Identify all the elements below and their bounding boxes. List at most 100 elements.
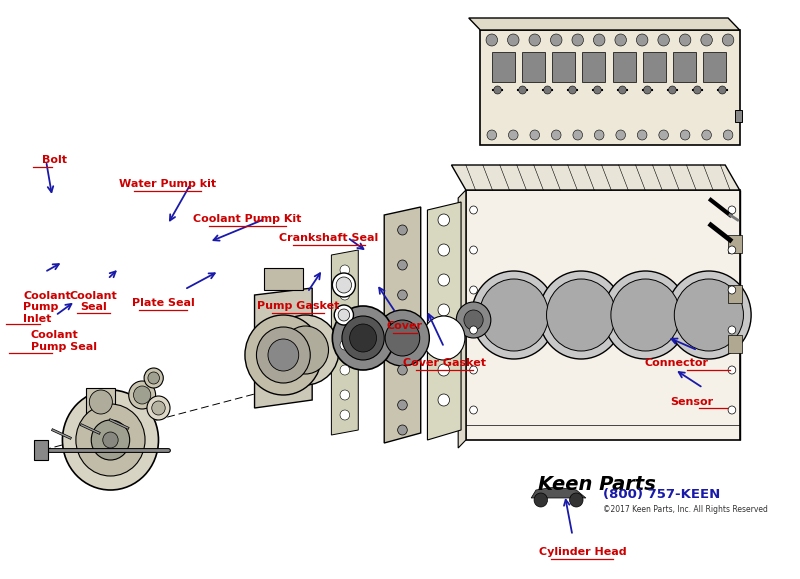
Circle shape bbox=[456, 302, 491, 338]
Circle shape bbox=[722, 34, 734, 46]
Circle shape bbox=[479, 279, 549, 351]
Circle shape bbox=[470, 246, 478, 254]
Circle shape bbox=[643, 86, 651, 94]
FancyBboxPatch shape bbox=[552, 52, 575, 82]
Circle shape bbox=[152, 401, 166, 415]
Circle shape bbox=[342, 316, 384, 360]
Circle shape bbox=[638, 130, 647, 140]
Text: Cover: Cover bbox=[387, 321, 423, 331]
Circle shape bbox=[728, 366, 736, 374]
Circle shape bbox=[546, 279, 616, 351]
Circle shape bbox=[728, 326, 736, 334]
Circle shape bbox=[470, 326, 478, 334]
Circle shape bbox=[398, 290, 407, 300]
Circle shape bbox=[494, 86, 502, 94]
Circle shape bbox=[398, 400, 407, 410]
Circle shape bbox=[350, 324, 377, 352]
Circle shape bbox=[728, 246, 736, 254]
Circle shape bbox=[674, 279, 743, 351]
Circle shape bbox=[332, 306, 394, 370]
Circle shape bbox=[603, 271, 688, 359]
FancyBboxPatch shape bbox=[613, 52, 635, 82]
Circle shape bbox=[594, 86, 602, 94]
Text: Coolant Pump Kit: Coolant Pump Kit bbox=[194, 214, 302, 224]
Circle shape bbox=[487, 130, 497, 140]
Circle shape bbox=[134, 386, 151, 404]
Circle shape bbox=[398, 365, 407, 375]
FancyBboxPatch shape bbox=[735, 110, 742, 122]
FancyBboxPatch shape bbox=[728, 335, 742, 353]
Text: Water Pump kit: Water Pump kit bbox=[119, 179, 216, 189]
Circle shape bbox=[570, 493, 583, 507]
Circle shape bbox=[728, 206, 736, 214]
FancyBboxPatch shape bbox=[673, 52, 696, 82]
Circle shape bbox=[572, 34, 583, 46]
Circle shape bbox=[438, 304, 450, 316]
Polygon shape bbox=[384, 207, 421, 443]
Circle shape bbox=[340, 410, 350, 420]
Circle shape bbox=[438, 334, 450, 346]
Polygon shape bbox=[531, 487, 586, 498]
Circle shape bbox=[518, 86, 526, 94]
Circle shape bbox=[375, 310, 430, 366]
Polygon shape bbox=[458, 190, 466, 448]
Circle shape bbox=[728, 286, 736, 294]
Circle shape bbox=[148, 372, 159, 384]
Text: Coolant
Pump Seal: Coolant Pump Seal bbox=[30, 330, 97, 351]
Text: Connector: Connector bbox=[645, 358, 709, 368]
Circle shape bbox=[718, 86, 726, 94]
Circle shape bbox=[534, 493, 547, 507]
Circle shape bbox=[679, 34, 691, 46]
Circle shape bbox=[594, 130, 604, 140]
Circle shape bbox=[551, 130, 561, 140]
Circle shape bbox=[509, 130, 518, 140]
Circle shape bbox=[472, 271, 556, 359]
Text: Bolt: Bolt bbox=[42, 155, 67, 165]
Circle shape bbox=[398, 225, 407, 235]
Circle shape bbox=[611, 279, 680, 351]
Circle shape bbox=[615, 34, 626, 46]
Circle shape bbox=[340, 365, 350, 375]
Circle shape bbox=[338, 309, 350, 321]
Circle shape bbox=[659, 130, 669, 140]
Polygon shape bbox=[331, 250, 358, 435]
FancyBboxPatch shape bbox=[728, 235, 742, 253]
Circle shape bbox=[616, 130, 626, 140]
Text: Pump Gasket: Pump Gasket bbox=[257, 301, 339, 311]
Text: Cylinder Head: Cylinder Head bbox=[538, 547, 626, 557]
Circle shape bbox=[723, 130, 733, 140]
Circle shape bbox=[728, 406, 736, 414]
Circle shape bbox=[694, 86, 701, 94]
Polygon shape bbox=[480, 30, 740, 145]
Text: Cover Gasket: Cover Gasket bbox=[402, 358, 486, 368]
Circle shape bbox=[438, 364, 450, 376]
Circle shape bbox=[257, 327, 310, 383]
Polygon shape bbox=[254, 288, 312, 408]
Circle shape bbox=[544, 86, 551, 94]
Circle shape bbox=[90, 390, 112, 414]
Circle shape bbox=[336, 277, 351, 293]
Circle shape bbox=[334, 305, 354, 325]
Circle shape bbox=[464, 310, 483, 330]
Circle shape bbox=[398, 425, 407, 435]
Circle shape bbox=[438, 274, 450, 286]
FancyBboxPatch shape bbox=[642, 52, 666, 82]
Circle shape bbox=[658, 34, 670, 46]
FancyBboxPatch shape bbox=[728, 285, 742, 303]
Circle shape bbox=[486, 34, 498, 46]
Circle shape bbox=[147, 396, 170, 420]
Circle shape bbox=[507, 34, 519, 46]
Circle shape bbox=[573, 130, 582, 140]
Circle shape bbox=[340, 390, 350, 400]
Circle shape bbox=[340, 340, 350, 350]
Circle shape bbox=[340, 315, 350, 325]
Polygon shape bbox=[427, 202, 461, 440]
Circle shape bbox=[398, 260, 407, 270]
Circle shape bbox=[340, 265, 350, 275]
Circle shape bbox=[666, 271, 751, 359]
FancyBboxPatch shape bbox=[264, 268, 302, 290]
Circle shape bbox=[91, 420, 130, 460]
Circle shape bbox=[422, 316, 465, 360]
Text: Keen Parts: Keen Parts bbox=[538, 475, 656, 494]
Circle shape bbox=[144, 368, 163, 388]
